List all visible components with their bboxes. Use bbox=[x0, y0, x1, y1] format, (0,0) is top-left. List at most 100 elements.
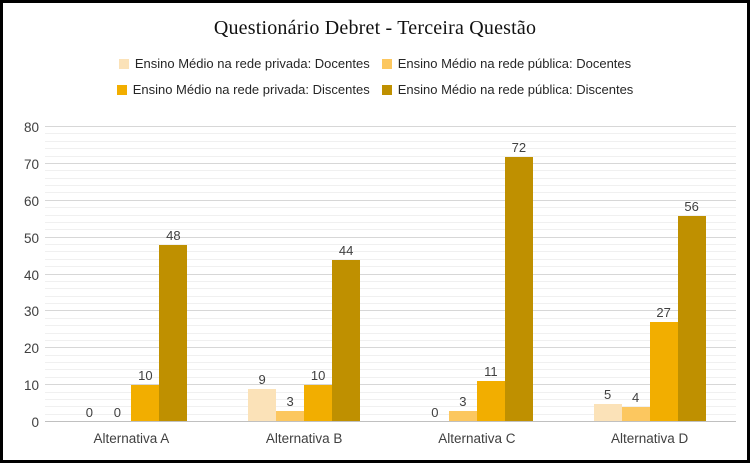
legend-item: Ensino Médio na rede pública: Discentes bbox=[381, 82, 634, 97]
gridline-minor bbox=[45, 295, 736, 297]
bar bbox=[649, 322, 678, 422]
bar-value-label: 11 bbox=[484, 364, 498, 380]
gridline-minor bbox=[45, 229, 736, 231]
bar-value-label: 10 bbox=[138, 368, 153, 384]
gridline-major bbox=[45, 199, 736, 201]
gridline-minor bbox=[45, 303, 736, 304]
legend-label: Ensino Médio na rede privada: Docentes bbox=[134, 56, 370, 71]
gridline-minor bbox=[45, 192, 736, 194]
bar-value-label: 48 bbox=[166, 228, 181, 243]
gridline-minor bbox=[45, 133, 736, 135]
gridline-minor bbox=[45, 221, 736, 223]
bar bbox=[248, 388, 277, 422]
gridline-minor bbox=[45, 155, 736, 157]
bar-value-label: 72 bbox=[511, 139, 527, 155]
legend-row: Ensino Médio na rede privada: Docentes En… bbox=[3, 56, 747, 71]
gridline-minor bbox=[45, 280, 736, 282]
bar-wrap: 10 bbox=[304, 368, 333, 422]
bar-wrap: 3 bbox=[448, 393, 477, 422]
gridline-major bbox=[45, 384, 736, 386]
bar-wrap: 10 bbox=[131, 368, 160, 422]
bar-value-label: 56 bbox=[684, 198, 699, 214]
bar-value-label: 4 bbox=[632, 390, 640, 406]
legend-item: Ensino Médio na rede privada: Docentes bbox=[118, 56, 370, 71]
legend-label: Ensino Médio na rede privada: Discentes bbox=[132, 82, 370, 97]
y-tick-label: 20 bbox=[23, 341, 39, 357]
bar-group: 9 3 10 44 bbox=[218, 127, 391, 422]
gridline-minor bbox=[45, 406, 736, 408]
gridline-major bbox=[45, 273, 736, 275]
gridline-minor bbox=[45, 317, 736, 319]
bar-value-label: 3 bbox=[459, 393, 467, 409]
legend-label: Ensino Médio na rede pública: Docentes bbox=[397, 56, 632, 71]
plot-area: 0 0 10 48 9 3 10 44 0 3 11 72 5 4 27 56 bbox=[45, 126, 736, 422]
bar-wrap: 56 bbox=[677, 198, 706, 422]
gridline-minor bbox=[45, 369, 736, 371]
x-axis-labels: Alternativa A Alternativa B Alternativa C A… bbox=[45, 431, 736, 446]
bar bbox=[448, 410, 477, 422]
bar bbox=[332, 259, 361, 422]
gridline-minor bbox=[45, 214, 736, 216]
gridline-minor bbox=[45, 413, 736, 415]
bar-wrap: 4 bbox=[621, 390, 650, 422]
gridline-minor bbox=[45, 244, 736, 245]
gridline-major bbox=[45, 310, 736, 312]
gridline-minor bbox=[45, 207, 736, 209]
gridline-minor bbox=[45, 288, 736, 290]
legend-row: Ensino Médio na rede privada: Discentes E… bbox=[3, 82, 747, 97]
category-label: Alternativa A bbox=[93, 431, 170, 446]
gridline-minor bbox=[45, 391, 736, 393]
bar-value-label: 3 bbox=[286, 393, 294, 409]
bar bbox=[476, 381, 505, 422]
gridline-minor bbox=[45, 258, 736, 260]
bar bbox=[304, 385, 333, 422]
gridline-major bbox=[45, 162, 736, 164]
bar-wrap: 72 bbox=[504, 139, 533, 422]
gridline-minor bbox=[45, 266, 736, 268]
legend-swatch-icon bbox=[381, 58, 392, 69]
bar bbox=[593, 403, 622, 422]
bar bbox=[621, 407, 650, 422]
y-tick-label: 10 bbox=[23, 378, 39, 394]
bar-group: 0 0 10 48 bbox=[45, 127, 218, 422]
gridline-minor bbox=[45, 325, 736, 327]
gridline-minor bbox=[45, 185, 736, 186]
bar-value-label: 27 bbox=[656, 305, 671, 321]
bar-wrap: 9 bbox=[248, 371, 277, 422]
bar-wrap: 3 bbox=[276, 393, 305, 422]
bar-value-label: 10 bbox=[310, 368, 326, 384]
gridline-minor bbox=[45, 332, 736, 334]
gridline-minor bbox=[45, 376, 736, 378]
gridline-minor bbox=[45, 398, 736, 400]
bar-wrap: 27 bbox=[649, 305, 678, 422]
gridline-minor bbox=[45, 354, 736, 356]
gridline-minor bbox=[45, 170, 736, 172]
gridline-major bbox=[45, 236, 736, 238]
y-tick-label: 0 bbox=[31, 415, 39, 430]
chart-title: Questionário Debret - Terceira Questão bbox=[213, 17, 537, 39]
bar-value-label: 5 bbox=[604, 386, 612, 402]
y-tick-label: 80 bbox=[23, 120, 39, 135]
legend-item: Ensino Médio na rede privada: Discentes bbox=[116, 82, 370, 97]
legend-swatch-icon bbox=[116, 84, 127, 95]
category-label: Alternativa B bbox=[265, 431, 343, 446]
y-axis-labels: 0 10 20 30 40 50 60 70 80 bbox=[3, 3, 41, 460]
legend-swatch-icon bbox=[118, 58, 129, 69]
gridline-major bbox=[45, 347, 736, 349]
bar-wrap: 48 bbox=[159, 228, 188, 422]
bar bbox=[677, 215, 706, 422]
y-tick-label: 50 bbox=[23, 230, 39, 246]
bar-wrap: 44 bbox=[332, 243, 361, 422]
gridline-major bbox=[45, 126, 736, 127]
bar-group: 0 3 11 72 bbox=[391, 127, 564, 422]
gridline-minor bbox=[45, 362, 736, 363]
bar bbox=[276, 410, 305, 422]
gridline-minor bbox=[45, 148, 736, 150]
bar-wrap: 11 bbox=[476, 364, 505, 422]
legend-swatch-icon bbox=[381, 84, 392, 95]
bars: 0 0 10 48 9 3 10 44 0 3 11 72 5 4 27 56 bbox=[45, 127, 736, 422]
y-tick-label: 40 bbox=[23, 267, 39, 283]
category-label: Alternativa C bbox=[438, 431, 516, 446]
legend-label: Ensino Médio na rede pública: Discentes bbox=[397, 82, 634, 97]
bar-value-label: 9 bbox=[258, 371, 266, 387]
